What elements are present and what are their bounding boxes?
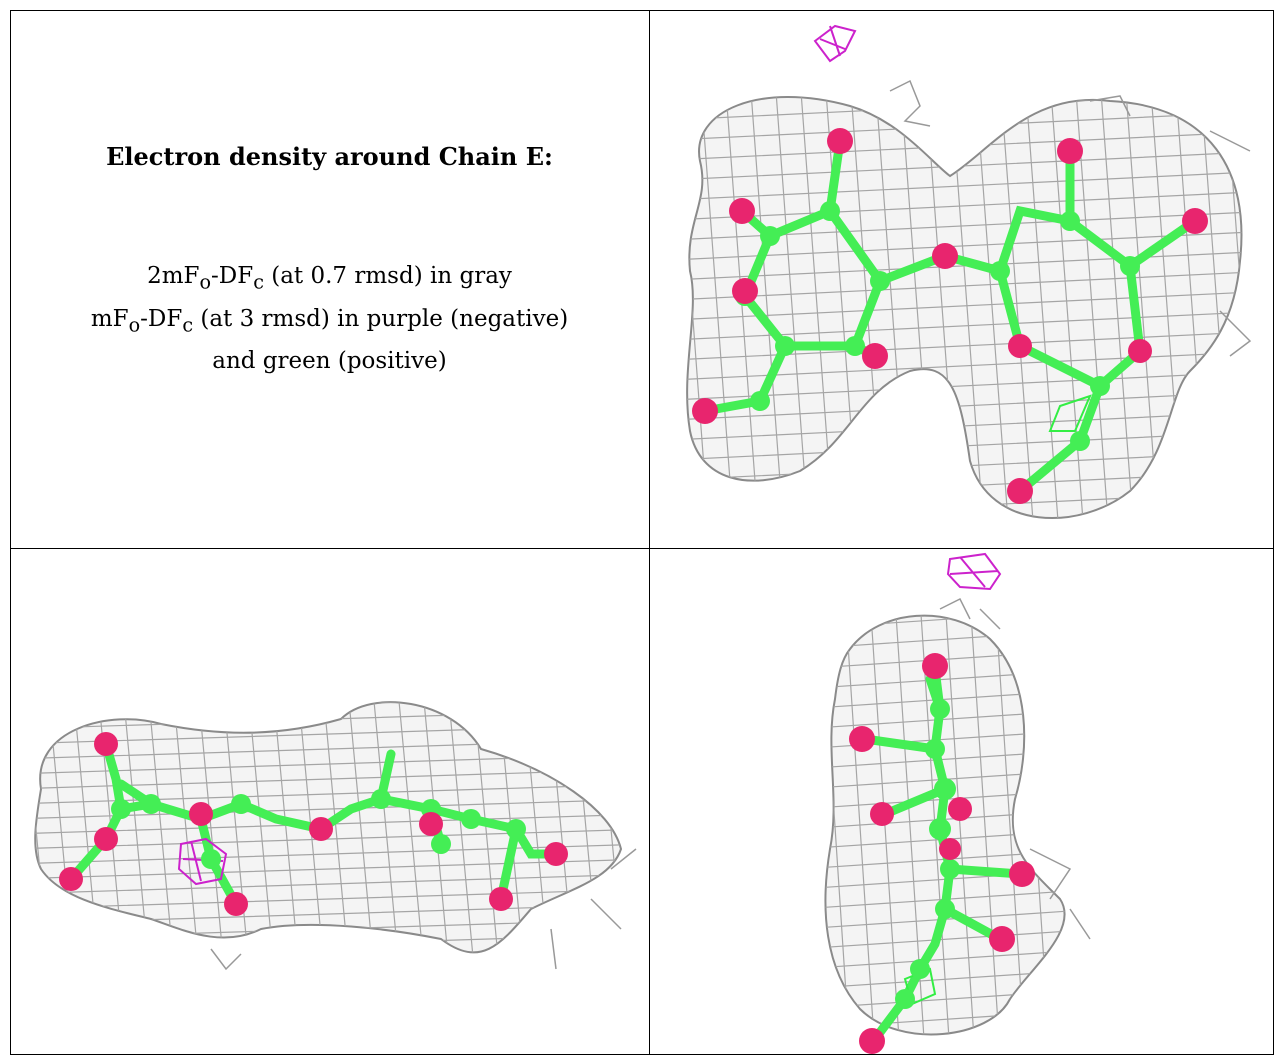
caption-description: 2mFo-DFc (at 0.7 rmsd) in gray mFo-DFc (… [10,258,649,379]
density-panel-bottom-left [11,549,649,1054]
positive-density-blob [1048,394,1092,432]
carbon-atoms [111,789,526,869]
grid-divider-vertical [649,10,650,1055]
oxygen-atoms [59,732,568,916]
electron-density-mesh [824,597,1091,1036]
oxygen-atoms [692,128,1208,504]
carbon-atoms [895,699,960,1009]
density-view-edge-on [824,552,1091,1054]
density-panel-bottom-right [650,549,1273,1054]
oxygen-atoms [849,653,1035,1054]
caption-title: Electron density around Chain E: [106,142,553,171]
negative-density-blob [946,552,1002,591]
density-panel-top-right [650,11,1273,548]
caption-line-mfo: mFo-DFc (at 3 rmsd) in purple (negative) [90,305,569,337]
grid-divider-horizontal [10,548,1274,549]
mesh-fragments [939,597,1091,940]
negative-density-blob [813,24,857,63]
density-view-face-on [686,24,1252,520]
density-view-side [34,701,637,971]
mesh-fragments [210,848,637,971]
figure-grid [10,10,1274,1055]
caption-line-green: and green (positive) [212,348,447,375]
mesh-fragments [889,79,1252,357]
caption-cell: Electron density around Chain E: 2mFo-DF… [10,10,649,548]
caption-line-2mfo: 2mFo-DFc (at 0.7 rmsd) in gray [147,263,512,294]
